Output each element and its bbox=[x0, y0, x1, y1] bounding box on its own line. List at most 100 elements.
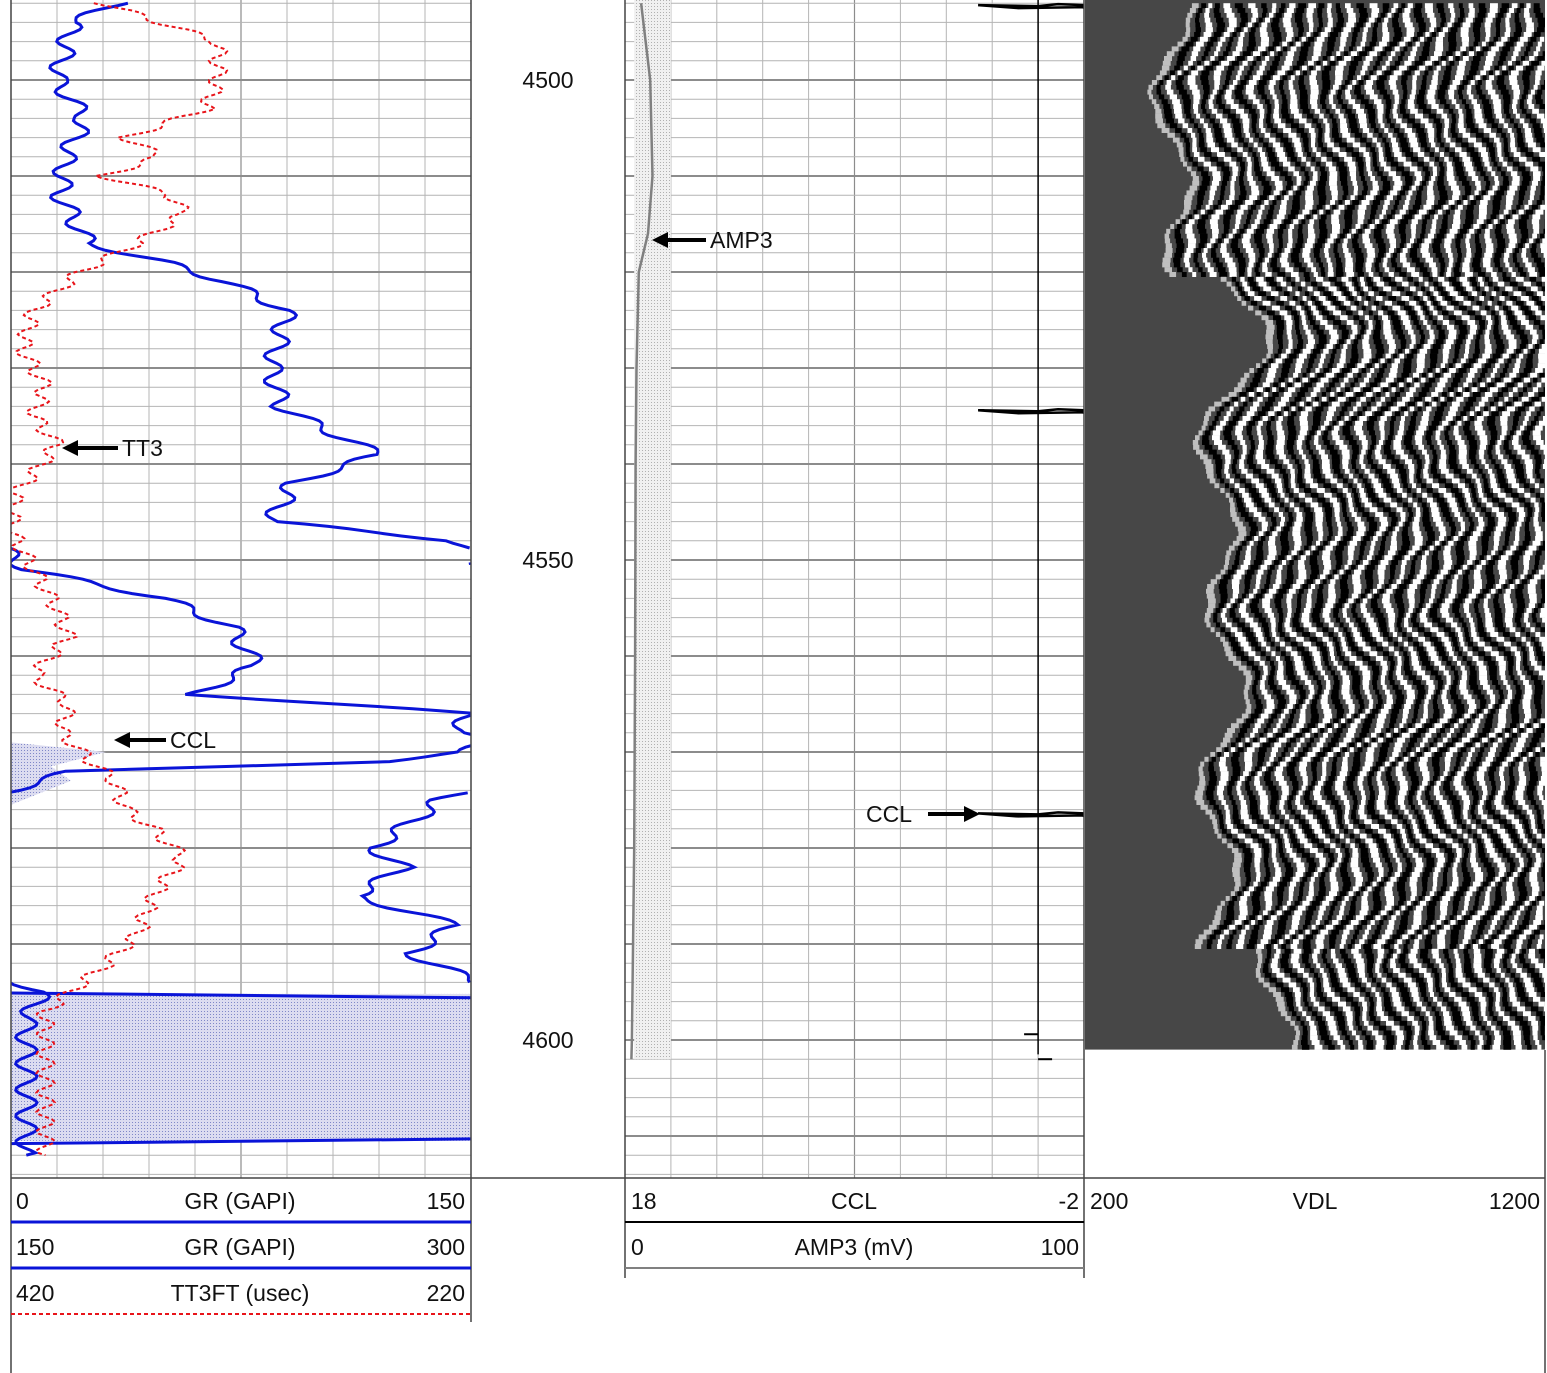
vdl-stripe bbox=[1287, 70, 1294, 76]
vdl-stripe bbox=[1511, 180, 1520, 186]
vdl-stripe bbox=[1476, 411, 1481, 417]
vdl-stripe bbox=[1498, 401, 1503, 407]
vdl-stripe bbox=[1184, 204, 1191, 210]
vdl-stripe bbox=[1345, 281, 1352, 287]
vdl-stripe bbox=[1261, 622, 1269, 628]
vdl-stripe bbox=[1439, 502, 1448, 508]
vdl-stripe bbox=[1483, 195, 1491, 201]
vdl-stripe bbox=[1147, 89, 1152, 95]
vdl-stripe bbox=[1544, 492, 1545, 498]
vdl-stripe bbox=[1502, 272, 1507, 277]
vdl-stripe bbox=[1407, 488, 1412, 493]
vdl-stripe bbox=[1371, 665, 1380, 671]
vdl-stripe bbox=[1325, 473, 1333, 479]
vdl-stripe bbox=[1212, 454, 1221, 460]
vdl-stripe bbox=[1357, 334, 1362, 340]
vdl-stripe bbox=[1223, 641, 1229, 647]
vdl-stripe bbox=[1387, 339, 1395, 345]
vdl-stripe bbox=[1535, 75, 1541, 81]
vdl-stripe bbox=[1286, 593, 1293, 599]
vdl-stripe bbox=[1418, 444, 1424, 450]
vdl-stripe bbox=[1234, 449, 1240, 455]
vdl-stripe bbox=[1320, 99, 1326, 105]
vdl-stripe bbox=[1259, 118, 1264, 124]
vdl-stripe bbox=[1334, 574, 1339, 580]
vdl-stripe bbox=[1486, 315, 1491, 321]
vdl-stripe bbox=[1426, 646, 1435, 652]
vdl-stripe bbox=[1188, 60, 1193, 66]
vdl-stripe bbox=[1444, 545, 1451, 551]
vdl-stripe bbox=[1373, 387, 1381, 393]
vdl-stripe bbox=[1374, 166, 1380, 172]
vdl-stripe bbox=[1394, 32, 1403, 37]
vdl-stripe bbox=[1380, 560, 1389, 565]
vdl-stripe bbox=[1358, 473, 1364, 479]
vdl-stripe bbox=[1220, 420, 1226, 426]
vdl-stripe bbox=[1328, 286, 1337, 292]
vdl-stripe bbox=[1443, 75, 1451, 81]
vdl-stripe bbox=[1370, 190, 1378, 196]
vdl-stripe bbox=[1425, 257, 1433, 263]
vdl-stripe bbox=[1430, 22, 1437, 28]
vdl-stripe bbox=[1263, 166, 1271, 172]
vdl-stripe bbox=[1436, 128, 1442, 133]
vdl-stripe bbox=[1353, 190, 1358, 196]
vdl-stripe bbox=[1484, 608, 1490, 613]
vdl-stripe bbox=[1439, 228, 1447, 234]
vdl-stripe bbox=[1200, 147, 1207, 153]
vdl-stripe bbox=[1341, 502, 1347, 508]
vdl-stripe bbox=[1323, 656, 1328, 661]
vdl-stripe bbox=[1201, 180, 1210, 186]
vdl-stripe bbox=[1284, 656, 1291, 661]
vdl-stripe bbox=[1366, 80, 1374, 85]
vdl-stripe bbox=[1463, 363, 1472, 369]
vdl-stripe bbox=[1175, 219, 1180, 225]
vdl-stripe bbox=[1465, 209, 1474, 215]
vdl-stripe bbox=[1347, 161, 1356, 167]
vdl-stripe bbox=[1462, 132, 1471, 138]
vdl-stripe bbox=[1410, 108, 1418, 114]
vdl-stripe bbox=[1242, 449, 1247, 455]
vdl-stripe bbox=[1331, 104, 1336, 109]
vdl-stripe bbox=[1475, 118, 1484, 124]
vdl-stripe bbox=[1328, 531, 1333, 537]
vdl-stripe bbox=[1295, 368, 1301, 373]
vdl-stripe bbox=[1273, 32, 1282, 37]
vdl-stripe bbox=[1390, 219, 1398, 225]
vdl-stripe bbox=[1413, 296, 1420, 301]
vdl-stripe bbox=[1247, 214, 1252, 220]
vdl-stripe bbox=[1375, 219, 1380, 225]
vdl-stripe bbox=[1249, 195, 1258, 201]
vdl-stripe bbox=[1301, 156, 1306, 162]
vdl-stripe bbox=[1522, 257, 1529, 263]
vdl-stripe bbox=[1519, 334, 1528, 340]
vdl-stripe bbox=[1297, 392, 1305, 397]
vdl-stripe bbox=[1400, 233, 1406, 239]
vdl-stripe bbox=[1276, 574, 1282, 580]
vdl-stripe bbox=[1352, 142, 1361, 148]
vdl-stripe bbox=[1405, 180, 1413, 186]
vdl-stripe bbox=[1357, 272, 1364, 277]
vdl-stripe bbox=[1283, 128, 1291, 133]
vdl-stripe bbox=[1362, 180, 1367, 186]
vdl-stripe bbox=[1322, 281, 1331, 287]
vdl-stripe bbox=[1458, 651, 1463, 657]
vdl-stripe bbox=[1198, 430, 1203, 436]
vdl-stripe bbox=[1486, 377, 1491, 383]
vdl-stripe bbox=[1417, 478, 1422, 484]
vdl-stripe bbox=[1210, 579, 1217, 585]
vdl-stripe bbox=[1521, 339, 1529, 345]
vdl-stripe bbox=[1420, 36, 1425, 42]
vdl-stripe bbox=[1212, 171, 1221, 177]
vdl-stripe bbox=[1318, 142, 1323, 148]
vdl-stripe bbox=[1229, 195, 1235, 201]
vdl-stripe bbox=[1224, 132, 1233, 138]
vdl-stripe bbox=[1371, 497, 1380, 503]
vdl-stripe bbox=[1320, 94, 1327, 100]
vdl-stripe bbox=[1430, 670, 1438, 676]
vdl-stripe bbox=[1180, 156, 1185, 162]
vdl-stripe bbox=[1272, 392, 1279, 397]
vdl-stripe bbox=[1273, 190, 1280, 196]
vdl-stripe bbox=[1382, 137, 1387, 143]
vdl-stripe bbox=[1280, 89, 1285, 95]
